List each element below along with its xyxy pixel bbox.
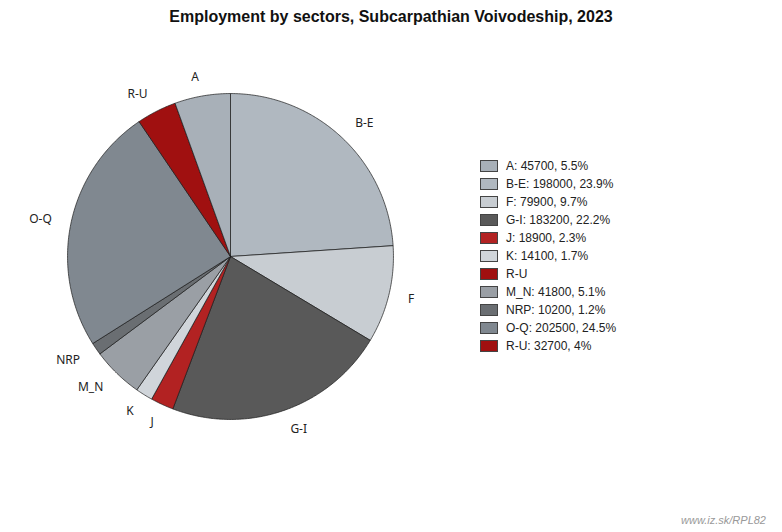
svg-text:M_N: M_N xyxy=(78,378,103,395)
html-text:A: 45700, 5.5%: A: 45700, 5.5% xyxy=(506,159,589,173)
html-text:R-U: R-U xyxy=(506,267,528,281)
html-text:K: 14100, 1.7%: K: 14100, 1.7% xyxy=(506,249,589,263)
svg-text:NRP: NRP xyxy=(56,351,80,368)
html-text:Employment by sectors, Subcarp: Employment by sectors, Subcarpathian Voi… xyxy=(169,8,613,25)
svg-text:G-I: G-I xyxy=(290,420,307,437)
html-text:M_N: 41800, 5.1%: M_N: 41800, 5.1% xyxy=(506,285,606,299)
html-text:F: 79900, 9.7%: F: 79900, 9.7% xyxy=(506,195,588,209)
svg-text:J: J xyxy=(150,413,154,430)
html-text:J: 18900, 2.3%: J: 18900, 2.3% xyxy=(506,231,587,245)
html-text:R-U: 32700, 4%: R-U: 32700, 4% xyxy=(506,339,592,353)
html-text:NRP: 10200, 1.2%: NRP: 10200, 1.2% xyxy=(506,303,606,317)
svg-text:R-U: R-U xyxy=(127,85,147,102)
html-text:G-I: 183200, 22.2%: G-I: 183200, 22.2% xyxy=(506,213,611,227)
svg-text:A: A xyxy=(191,68,199,85)
html-text:www.iz.sk/RPL82: www.iz.sk/RPL82 xyxy=(681,514,766,526)
svg-text:F: F xyxy=(408,290,414,307)
svg-text:K: K xyxy=(126,402,134,419)
html-text:O-Q: 202500, 24.5%: O-Q: 202500, 24.5% xyxy=(506,321,617,335)
html-text:B-E: 198000, 23.9%: B-E: 198000, 23.9% xyxy=(506,177,614,191)
svg-text:B-E: B-E xyxy=(355,114,373,131)
svg-text:O-Q: O-Q xyxy=(29,210,52,227)
